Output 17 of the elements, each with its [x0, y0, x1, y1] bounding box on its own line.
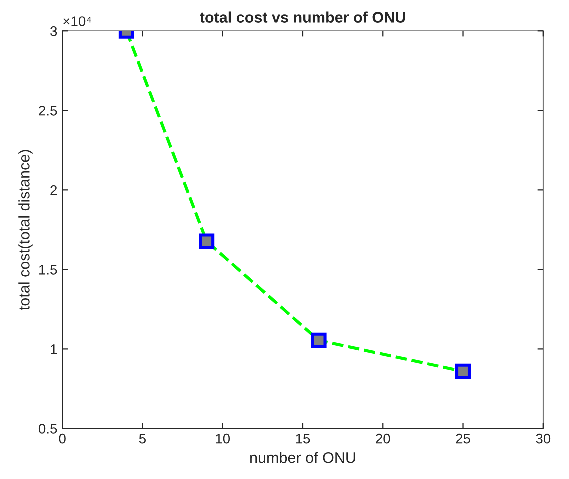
x-tick-label: 25	[456, 434, 470, 444]
y-tick-label: 2	[50, 185, 58, 196]
text: ×10⁴	[64, 16, 92, 26]
y-tick-label: 1.5	[39, 265, 58, 275]
chart-title: total cost vs number of ONU	[200, 12, 406, 23]
y-tick-label: 0.5	[38, 424, 58, 434]
y-tick-label: 1	[51, 344, 58, 354]
x-tick-label: 20	[376, 434, 390, 444]
x-tick-label: 30	[536, 434, 551, 444]
x-tick-label: 15	[296, 434, 310, 444]
x-tick-label: 0	[59, 434, 66, 444]
y-tick-label: 2.5	[39, 106, 58, 116]
x-tick-label: 5	[139, 434, 146, 444]
y-tick-label: 3	[50, 26, 58, 36]
y-axis-title: total cost(total distance)	[18, 150, 33, 310]
x-tick-label: 10	[216, 434, 230, 444]
x-axis-title: number of ONU	[250, 452, 356, 464]
